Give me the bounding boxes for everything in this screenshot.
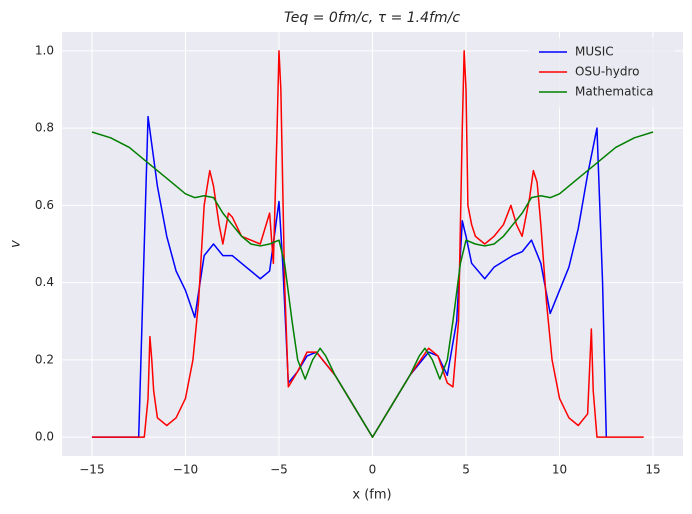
legend-label: OSU-hydro (575, 65, 640, 79)
lines (91, 50, 654, 438)
chart-title: Teq = 0fm/c, τ = 1.4fm/c (284, 10, 460, 26)
x-tick-label: 0 (369, 463, 377, 477)
y-axis-label: v (9, 240, 24, 248)
x-tick-label: −15 (79, 463, 104, 477)
y-tick-label: 0.8 (35, 121, 54, 135)
y-tick-label: 0.6 (35, 198, 54, 212)
legend-label: MUSIC (575, 45, 614, 59)
y-tick-label: 0.2 (35, 352, 54, 366)
grid (62, 32, 683, 456)
x-tick-label: −10 (173, 463, 198, 477)
x-axis-label: x (fm) (352, 488, 391, 503)
legend: MUSIC OSU-hydro Mathematica (529, 38, 675, 108)
y-tick-label: 1.0 (35, 43, 54, 57)
x-tick-label: 5 (462, 463, 470, 477)
x-tick-label: 10 (552, 463, 567, 477)
legend-box (529, 38, 675, 108)
series-line (91, 131, 654, 438)
x-tick-label: 15 (645, 463, 660, 477)
legend-label: Mathematica (575, 85, 653, 99)
y-tick-label: 0.0 (35, 430, 54, 444)
y-tick-label: 0.4 (35, 275, 54, 289)
x-tick-label: −5 (270, 463, 288, 477)
